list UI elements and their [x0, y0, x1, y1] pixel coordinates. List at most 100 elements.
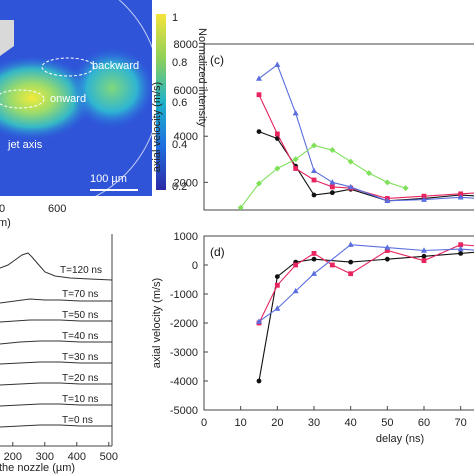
data-point — [256, 129, 262, 135]
y-tick-label: -3000 — [170, 347, 198, 359]
y-tick-label: 2000 — [174, 177, 198, 189]
trace-label: T=0 ns — [62, 415, 93, 426]
data-point — [347, 241, 354, 247]
x-tick-label: 30 — [308, 417, 320, 429]
data-point — [457, 194, 464, 200]
data-point — [458, 251, 464, 256]
backward-label: backward — [92, 60, 139, 72]
data-point — [311, 270, 317, 276]
scale-bar-label: 100 µm — [90, 173, 127, 185]
y-tick-label: 4000 — [174, 131, 198, 143]
backward-region-outline — [41, 57, 95, 77]
trace-label: T=120 ns — [60, 265, 102, 276]
data-point — [311, 142, 317, 149]
y-tick-label: -1000 — [170, 289, 198, 301]
x-tick-label: 20 — [271, 417, 283, 429]
trace-panel: T=120 ns T=70 ns T=50 ns T=40 ns T=30 ns… — [0, 234, 118, 474]
data-point — [384, 179, 391, 186]
data-series — [256, 241, 474, 324]
chart-c: (c) axial velocity (m/s) 2000 4000 6000 800… — [151, 39, 474, 211]
data-point — [421, 196, 427, 202]
trace-label: T=50 ns — [62, 310, 98, 321]
trace-line — [0, 424, 112, 428]
x-tick-label: 50 — [381, 417, 393, 429]
colorbar-tick: 0.6 — [172, 97, 187, 109]
chart-c-series — [237, 61, 474, 210]
data-point — [274, 131, 280, 137]
data-point — [292, 109, 299, 116]
chart-d-panel-label: (d) — [210, 245, 225, 259]
trace-line — [0, 298, 112, 304]
chart-d-x-ticks: 0 10 20 30 40 50 60 70 — [201, 406, 467, 429]
data-point — [348, 259, 354, 265]
data-point — [366, 170, 372, 177]
onward-label: onward — [50, 93, 86, 105]
heatmap-x-tick: 0 — [0, 203, 5, 215]
series-line — [258, 94, 474, 200]
data-point — [237, 204, 244, 210]
data-point — [274, 165, 281, 172]
data-point — [256, 92, 262, 98]
data-point — [292, 156, 299, 163]
jet-axis-label: jet axis — [7, 139, 43, 151]
trace-lines — [0, 252, 113, 428]
x-tick-label: 300 — [36, 451, 54, 463]
chart-c-y-ticks: 2000 4000 6000 8000 — [174, 39, 208, 189]
heatmap-plume-side — [70, 48, 152, 128]
data-point — [421, 258, 427, 264]
data-point — [329, 147, 336, 154]
y-tick-label: -2000 — [170, 318, 198, 330]
trace-line — [0, 340, 112, 345]
x-tick-label: 0 — [201, 417, 207, 429]
series-line — [258, 244, 474, 324]
data-point — [274, 305, 281, 311]
data-series — [256, 61, 474, 203]
colorbar-tick: 1 — [172, 12, 178, 24]
chart-d-series — [256, 241, 474, 384]
data-point — [293, 262, 299, 268]
data-point — [329, 190, 335, 196]
chart-c-frame — [203, 43, 474, 211]
colorbar-tick: 0.4 — [172, 139, 187, 151]
data-point — [256, 180, 262, 187]
data-point — [311, 256, 317, 262]
x-tick-label: 400 — [68, 451, 86, 463]
data-point — [256, 378, 262, 384]
y-tick-label: 0 — [192, 260, 198, 272]
data-point — [292, 287, 299, 294]
data-series — [256, 92, 474, 201]
series-line — [258, 244, 474, 322]
data-point — [311, 192, 317, 198]
colorbar-tick: 0.8 — [172, 57, 187, 69]
trace-labels: T=120 ns T=70 ns T=50 ns T=40 ns T=30 ns… — [60, 265, 102, 426]
data-point — [311, 177, 317, 183]
y-tick-label: 1000 — [174, 231, 198, 243]
x-tick-label: 70 — [455, 417, 467, 429]
data-point — [329, 179, 336, 185]
x-tick-label: 10 — [235, 417, 247, 429]
data-point — [274, 282, 280, 288]
data-point — [457, 245, 464, 252]
data-point — [348, 271, 354, 277]
x-tick-label: 60 — [418, 417, 430, 429]
data-point — [311, 251, 317, 256]
data-point — [311, 167, 317, 174]
colorbar-ticks: 1 0.8 0.6 0.4 0.2 — [172, 12, 187, 193]
data-point — [329, 184, 335, 190]
chart-d: (d) axial velocity (m/s) delay (ns) -500… — [151, 231, 474, 445]
colorbar-label: Normalized intensity — [196, 28, 208, 128]
data-point — [384, 244, 391, 250]
y-tick-label: 6000 — [174, 85, 198, 97]
data-point — [274, 61, 281, 67]
data-series — [256, 242, 474, 326]
trace-line — [0, 319, 112, 323]
data-point — [421, 253, 427, 259]
series-line — [240, 144, 406, 209]
series-line — [258, 251, 474, 382]
chart-c-y-label: axial velocity (m/s) — [151, 82, 163, 172]
trace-line — [0, 382, 112, 386]
onward-region-outline — [0, 89, 45, 109]
trace-line — [0, 252, 113, 281]
nozzle-shape — [0, 20, 14, 56]
